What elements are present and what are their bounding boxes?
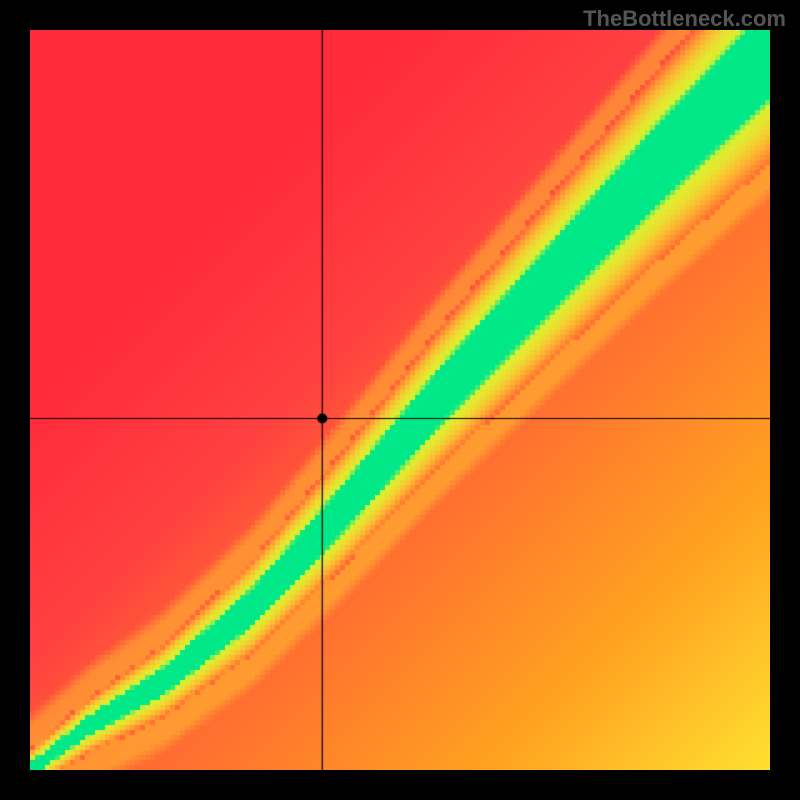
watermark-text: TheBottleneck.com xyxy=(583,6,786,32)
bottleneck-heatmap xyxy=(30,30,770,770)
